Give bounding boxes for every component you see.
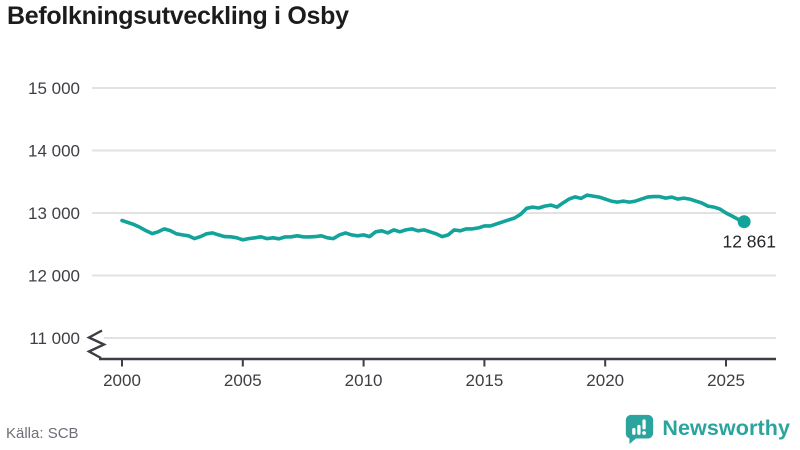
newsworthy-wordmark: Newsworthy [662, 416, 790, 440]
svg-text:11 000: 11 000 [29, 329, 80, 348]
svg-text:14 000: 14 000 [28, 142, 80, 161]
svg-text:12 861: 12 861 [722, 232, 776, 252]
newsworthy-speech-bubble-icon [626, 414, 654, 444]
svg-text:2025: 2025 [707, 371, 745, 390]
newsworthy-logo[interactable]: Newsworthy [624, 413, 790, 444]
chart-title: Befolkningsutveckling i Osby [7, 2, 349, 30]
svg-text:2005: 2005 [224, 371, 262, 390]
svg-text:2010: 2010 [345, 371, 383, 390]
svg-text:2000: 2000 [103, 371, 141, 390]
svg-text:15 000: 15 000 [28, 79, 80, 98]
svg-text:13 000: 13 000 [28, 204, 80, 223]
source-label: Källa: SCB [6, 425, 79, 442]
svg-text:2020: 2020 [586, 371, 624, 390]
svg-text:2015: 2015 [465, 371, 503, 390]
svg-text:12 000: 12 000 [28, 267, 80, 286]
